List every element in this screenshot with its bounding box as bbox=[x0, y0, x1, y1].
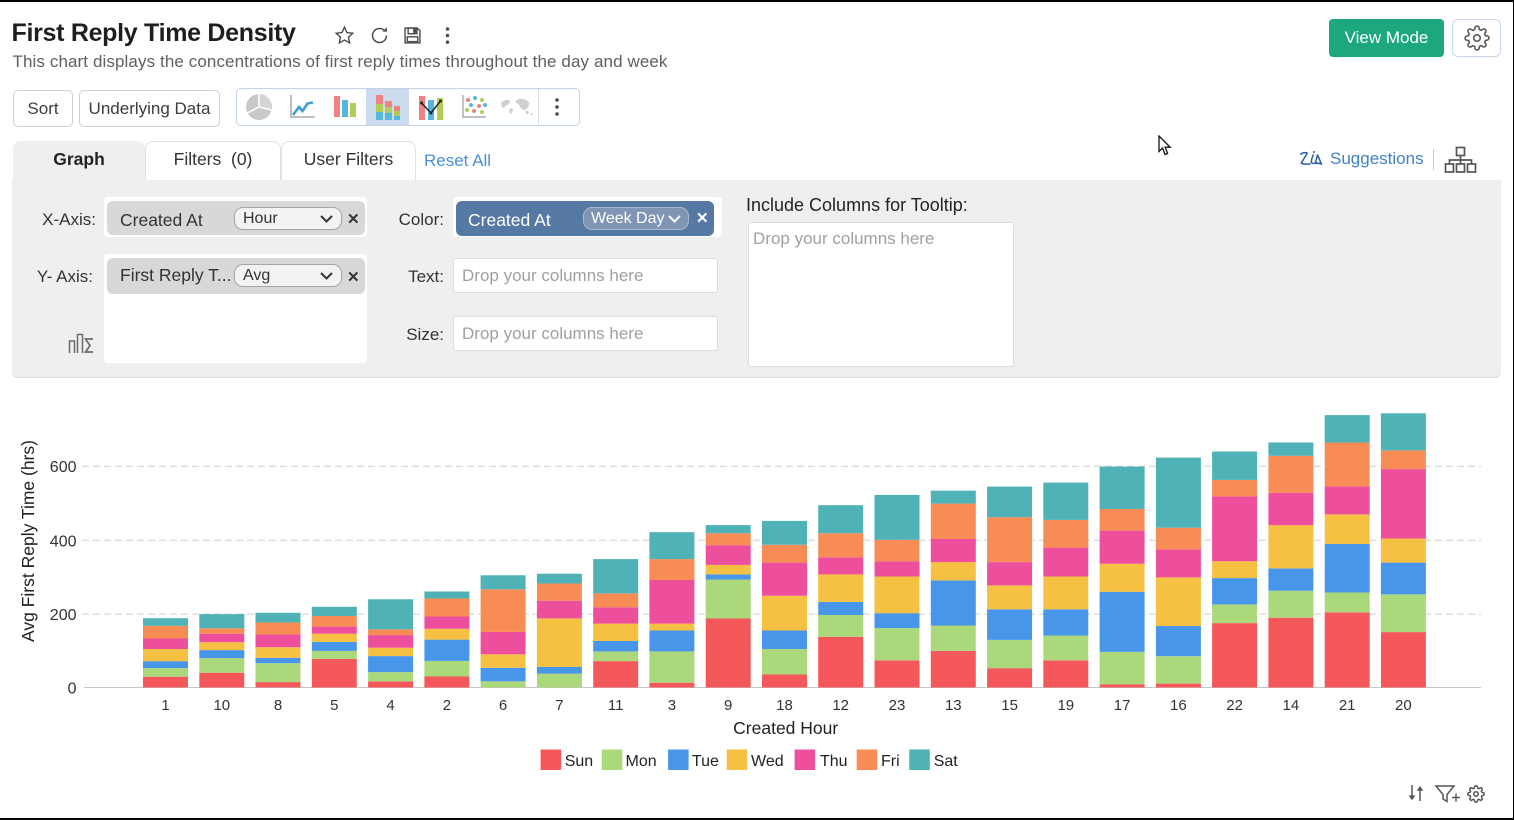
svg-text:4: 4 bbox=[386, 697, 394, 714]
svg-text:20: 20 bbox=[1395, 697, 1412, 714]
svg-text:15: 15 bbox=[1001, 697, 1018, 714]
svg-text:0: 0 bbox=[68, 681, 77, 698]
svg-text:2: 2 bbox=[443, 697, 451, 714]
svg-text:Wed: Wed bbox=[751, 753, 784, 770]
svg-text:200: 200 bbox=[50, 607, 77, 624]
svg-text:6: 6 bbox=[499, 697, 507, 714]
svg-text:10: 10 bbox=[213, 697, 230, 714]
svg-text:8: 8 bbox=[274, 697, 282, 714]
svg-text:Tue: Tue bbox=[692, 753, 719, 770]
svg-text:Mon: Mon bbox=[626, 753, 657, 770]
svg-text:Thu: Thu bbox=[820, 753, 848, 770]
svg-text:Created Hour: Created Hour bbox=[733, 718, 838, 738]
svg-text:12: 12 bbox=[832, 697, 849, 714]
svg-text:18: 18 bbox=[776, 697, 793, 714]
svg-text:Avg First Reply Time (hrs): Avg First Reply Time (hrs) bbox=[18, 440, 38, 642]
svg-text:Sat: Sat bbox=[934, 753, 959, 770]
svg-text:19: 19 bbox=[1057, 697, 1074, 714]
svg-text:5: 5 bbox=[330, 697, 338, 714]
svg-text:1: 1 bbox=[161, 697, 169, 714]
svg-text:21: 21 bbox=[1339, 697, 1356, 714]
svg-text:7: 7 bbox=[555, 697, 563, 714]
svg-text:11: 11 bbox=[608, 697, 624, 714]
svg-text:3: 3 bbox=[668, 697, 676, 714]
svg-text:Fri: Fri bbox=[881, 753, 900, 770]
svg-text:9: 9 bbox=[724, 697, 732, 714]
svg-text:13: 13 bbox=[945, 697, 962, 714]
svg-text:400: 400 bbox=[50, 533, 77, 550]
svg-text:14: 14 bbox=[1283, 697, 1300, 714]
svg-text:16: 16 bbox=[1170, 697, 1187, 714]
svg-text:Sun: Sun bbox=[565, 753, 593, 770]
svg-text:22: 22 bbox=[1226, 697, 1243, 714]
svg-text:600: 600 bbox=[50, 459, 77, 476]
svg-text:23: 23 bbox=[889, 697, 906, 714]
svg-text:17: 17 bbox=[1114, 697, 1131, 714]
